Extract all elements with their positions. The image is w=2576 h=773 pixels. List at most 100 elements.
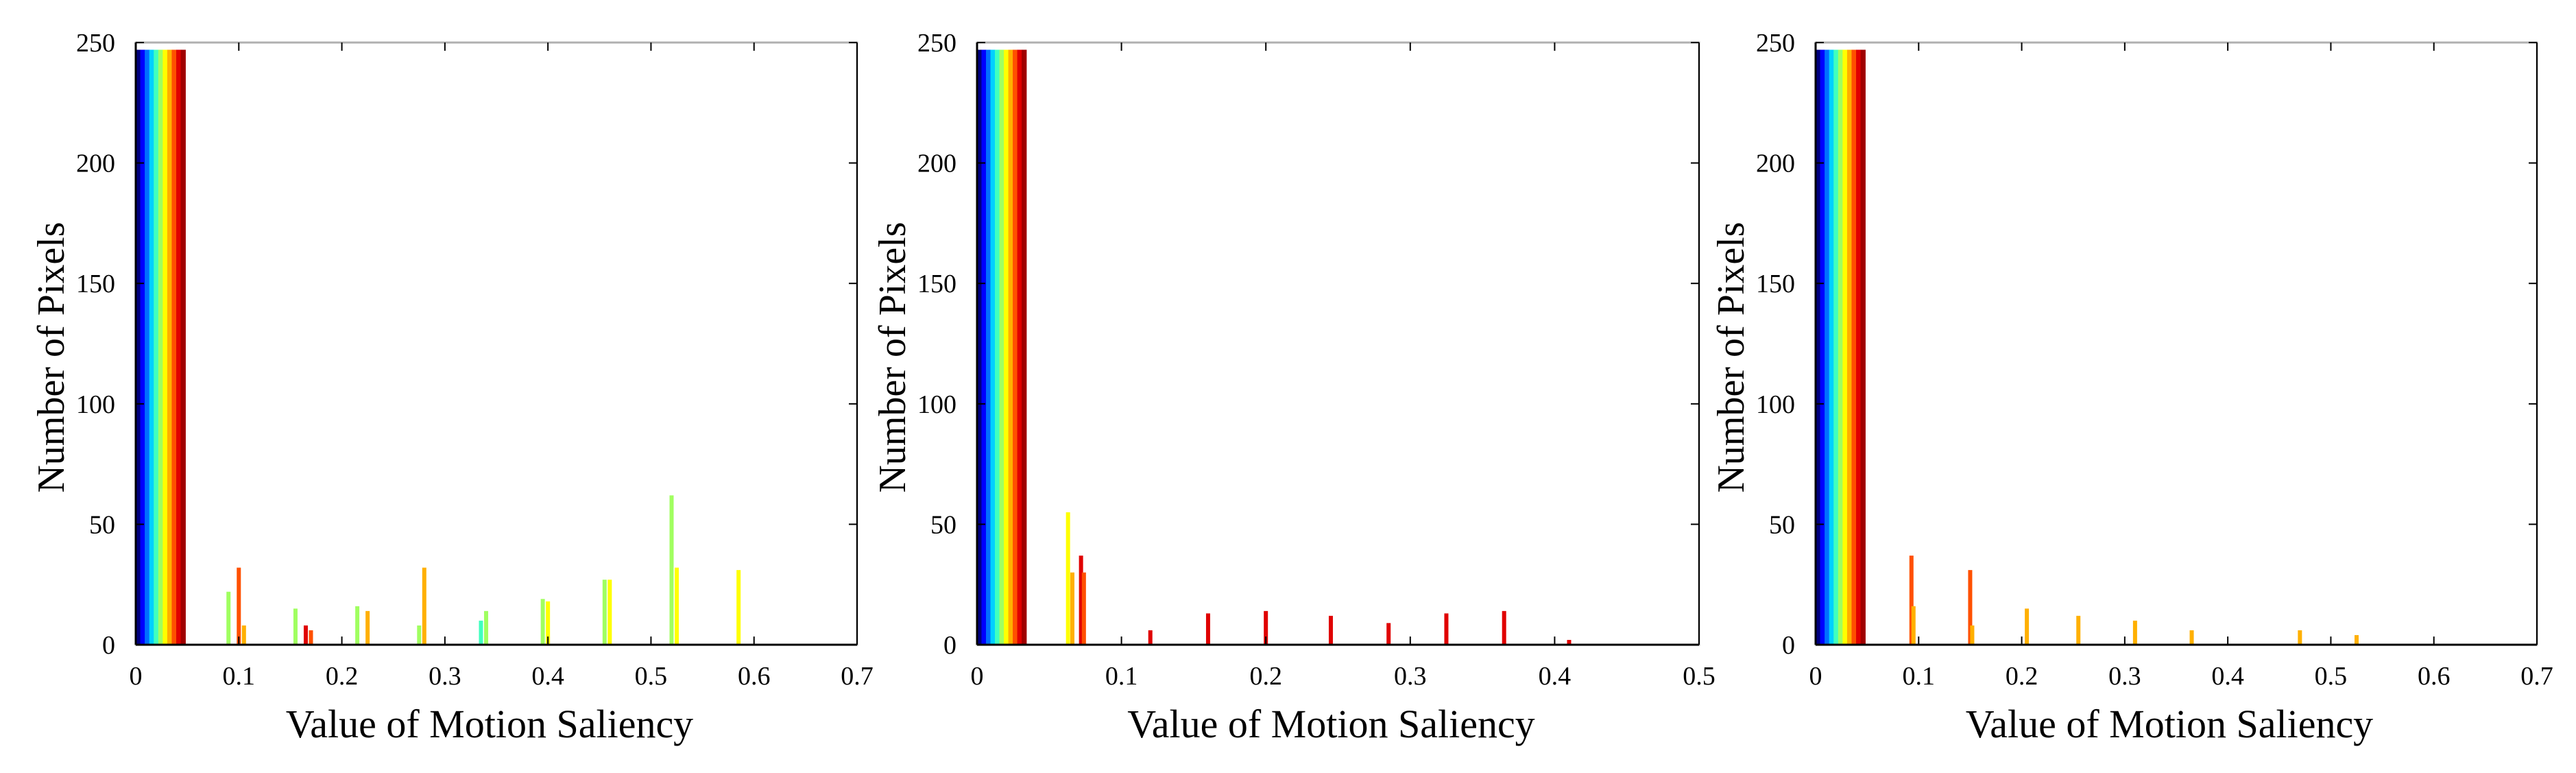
histogram-panel-1: 0 0.1 0.2 0.3 0.4 0.5 0.6 0.7 0 50 100 150 200 250 Val…	[30, 29, 874, 746]
y-tick-label: 250	[76, 29, 115, 58]
y-tick-label: 50	[89, 510, 115, 539]
histogram-bar	[1081, 572, 1086, 645]
histogram-bar	[736, 570, 741, 645]
histogram-bar	[422, 567, 426, 645]
y-tick-label: 150	[76, 270, 115, 298]
histogram-bar	[1264, 610, 1268, 645]
y-tick-label: 200	[917, 150, 956, 178]
histogram-bar	[1328, 615, 1333, 645]
histogram-bar	[365, 610, 370, 645]
y-tick-label: 50	[930, 510, 956, 539]
plot-frame	[1814, 41, 2538, 646]
x-tick-label: 0.7	[2520, 662, 2553, 691]
histogram-bar	[1502, 610, 1506, 645]
histogram-bar	[1148, 630, 1153, 645]
histogram-bar	[1386, 623, 1391, 645]
main-bin-bar	[1829, 49, 1835, 645]
x-tick-label: 0.4	[2211, 662, 2244, 691]
x-axis-label: Value of Motion Saliency	[1127, 702, 1534, 746]
histogram-bar	[1970, 625, 1975, 645]
plot-frame	[134, 41, 858, 646]
main-bin-bar	[999, 49, 1004, 645]
main-bin-bar	[1851, 49, 1857, 645]
histogram-bar	[303, 625, 308, 645]
x-tick-label: 0.5	[2315, 662, 2348, 691]
x-tick-label: 0.2	[326, 662, 359, 691]
x-tick-label: 0	[971, 662, 984, 691]
y-tick-label: 150	[1756, 270, 1795, 298]
histogram-bar	[675, 567, 679, 645]
histogram-bar	[309, 630, 313, 645]
x-tick-label: 0.3	[429, 662, 461, 691]
y-tick-label: 0	[943, 631, 956, 660]
histogram-bar	[1444, 613, 1449, 645]
main-bin-bar	[1860, 49, 1866, 645]
x-tick-label: 0.6	[2418, 662, 2451, 691]
main-bin-bar	[167, 49, 173, 645]
histogram-bar	[1968, 570, 1973, 645]
x-tick-label: 0.4	[531, 662, 564, 691]
y-tick-label: 250	[1756, 29, 1795, 58]
histogram-bar	[237, 567, 241, 645]
x-tick-label: 0.2	[2006, 662, 2038, 691]
main-bin-bar	[180, 49, 186, 645]
main-bin-bar	[977, 49, 983, 645]
main-bin-bar	[986, 49, 991, 645]
y-axis-label: Number of Pixels	[30, 222, 73, 492]
main-bin-bar	[1004, 49, 1009, 645]
histogram-bar	[1205, 613, 1210, 645]
x-tick-label: 0.3	[2108, 662, 2141, 691]
main-bin-bar	[1856, 49, 1862, 645]
main-bin-bar	[136, 49, 141, 645]
histogram-bar	[226, 591, 231, 645]
y-tick-label: 0	[1782, 631, 1795, 660]
histogram-bar	[1066, 512, 1070, 645]
main-bin-bar	[176, 49, 182, 645]
histogram-bar	[355, 606, 360, 645]
y-tick-label: 150	[917, 270, 956, 298]
histogram-bar	[2132, 620, 2137, 645]
y-tick-label: 50	[1769, 510, 1795, 539]
y-tick-label: 200	[76, 150, 115, 178]
histogram-bar	[1567, 639, 1572, 645]
main-bin-bar	[154, 49, 159, 645]
y-tick-label: 200	[1756, 150, 1795, 178]
x-tick-label: 0.1	[1105, 662, 1138, 691]
x-tick-label: 0.3	[1394, 662, 1427, 691]
main-bin-bar	[990, 49, 996, 645]
y-axis-label: Number of Pixels	[1710, 222, 1753, 492]
histogram-bar	[2076, 615, 2081, 645]
histogram-bar	[607, 580, 612, 645]
histogram-bar	[1909, 556, 1914, 645]
x-axis-label: Value of Motion Saliency	[286, 702, 693, 746]
y-tick-label: 0	[102, 631, 115, 660]
main-bin-bar	[158, 49, 164, 645]
histogram-bar	[602, 580, 607, 645]
main-bin-bar	[1008, 49, 1013, 645]
main-bin-bar	[1017, 49, 1022, 645]
main-bin-bar	[995, 49, 1000, 645]
histogram-bar	[1079, 556, 1083, 645]
x-tick-label: 0.6	[738, 662, 771, 691]
main-bin-bar	[1022, 49, 1027, 645]
histogram-bar	[417, 625, 422, 645]
y-tick-label: 100	[917, 390, 956, 419]
main-bin-bar	[1846, 49, 1853, 645]
histogram-panel-2: 0 0.1 0.2 0.3 0.4 0.5 0 50 100 150 200 250 Value of …	[871, 29, 1716, 746]
histogram-bar	[540, 599, 545, 645]
main-bin-bar	[149, 49, 155, 645]
x-tick-label: 0.1	[223, 662, 256, 691]
main-bin-bar	[171, 49, 177, 645]
histogram-bar	[479, 620, 483, 645]
main-bin-bar	[1820, 49, 1825, 645]
histogram-bar	[2025, 608, 2030, 645]
x-tick-label: 0.4	[1539, 662, 1572, 691]
histogram-bar	[483, 610, 488, 645]
histogram-bar	[2298, 630, 2302, 645]
histogram-bar	[1911, 606, 1916, 645]
main-bin-bar	[1816, 49, 1821, 645]
main-bin-bar	[145, 49, 150, 645]
x-tick-label: 0	[1809, 662, 1822, 691]
x-tick-label: 0.5	[1683, 662, 1716, 691]
x-tick-label: 0.2	[1249, 662, 1282, 691]
